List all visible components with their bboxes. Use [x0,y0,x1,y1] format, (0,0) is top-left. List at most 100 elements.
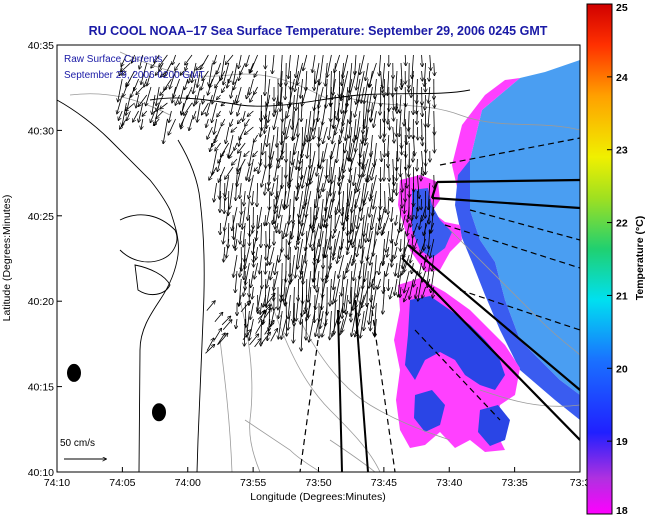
y-axis-label: Latitude (Degrees:Minutes) [1,195,13,322]
current-vector [310,166,316,184]
current-vector [368,86,373,112]
colorbar-label: Temperature (°C) [634,216,646,301]
x-tick-label: 73:40 [436,477,462,489]
current-vector [296,86,299,110]
current-vector [255,320,264,334]
current-vector [164,62,172,77]
overlay-line-1: Raw Surface Currents [64,54,162,65]
current-vector [168,118,176,135]
current-vector [181,118,185,129]
transect-solid-diag-2 [407,244,580,391]
current-vector [117,94,123,114]
current-vector [217,62,221,74]
current-vector [246,86,250,99]
current-vector [206,338,214,351]
current-vector [315,286,320,309]
current-vector [332,78,336,99]
current-vector [160,102,168,109]
x-tick-label: 74:10 [44,477,70,489]
current-vector [300,78,303,98]
current-vector [238,118,242,124]
current-vector [393,126,394,143]
current-vector [401,62,402,87]
current-vector [295,246,299,278]
current-vector [250,302,254,319]
current-vector [278,310,283,339]
current-vector [333,270,336,290]
current-vector [267,78,271,105]
transect-solid-north-b [430,181,439,199]
current-vector [363,142,369,167]
current-vector [413,150,414,162]
current-vector [356,110,361,139]
current-vector [159,54,168,67]
current-vector [265,214,266,226]
current-vector [188,70,193,83]
current-vector [228,134,234,157]
current-vector [197,70,201,87]
current-vector [226,54,234,64]
current-vector [338,302,344,325]
current-vector [264,309,271,318]
current-vector [417,110,418,124]
transect-dash-6 [414,329,501,421]
current-vector [380,102,381,115]
current-vector [278,294,283,318]
current-vector [405,86,406,107]
current-vector [281,318,287,339]
current-vector [352,182,357,213]
current-vector [280,86,283,111]
current-vector [298,238,303,269]
current-vector [345,86,349,113]
current-vector [405,150,406,170]
current-vector [434,110,435,135]
current-vector [270,134,275,159]
current-vector [425,246,431,262]
current-vector [339,294,340,324]
current-vector [274,110,279,129]
current-vector [359,246,365,279]
current-vector [337,102,340,119]
current-vector [409,158,410,177]
scale-bar-label: 50 cm/s [60,438,95,449]
current-vector [391,206,393,221]
current-vector [334,54,340,72]
current-vector [374,302,377,336]
current-vector [364,190,369,205]
current-vector [325,182,332,211]
current-vector [333,238,336,256]
current-vector [389,118,390,130]
current-vector [342,190,344,215]
transect-dash-1 [299,339,319,472]
current-vector [235,270,238,293]
current-vector [189,118,193,130]
current-vector [293,318,294,343]
current-vector [338,86,339,121]
current-vector [396,86,397,110]
current-vector [323,262,324,281]
current-vector [217,110,221,117]
sst-interior-band [455,160,580,420]
transect-solid-vert-1 [337,309,343,472]
buoy-markers [66,363,166,422]
current-vector [343,102,349,126]
current-vector [212,86,217,104]
current-vector [393,94,394,110]
coastline [57,89,471,472]
current-vector [205,345,215,354]
current-vector [362,150,364,169]
current-vector [371,158,377,180]
current-vector [221,142,230,157]
current-vector [379,262,381,275]
current-vector [318,86,324,108]
current-vector [332,310,340,336]
current-vector [231,126,238,132]
overlay-line-2: September 29, 2006 0200 GMT [64,70,205,81]
current-vector [240,301,250,313]
current-vector [254,262,258,279]
current-vector [249,174,254,199]
current-vector [390,286,394,299]
sandy-hook [177,139,205,472]
current-vector [239,126,246,140]
current-vector [421,238,426,254]
